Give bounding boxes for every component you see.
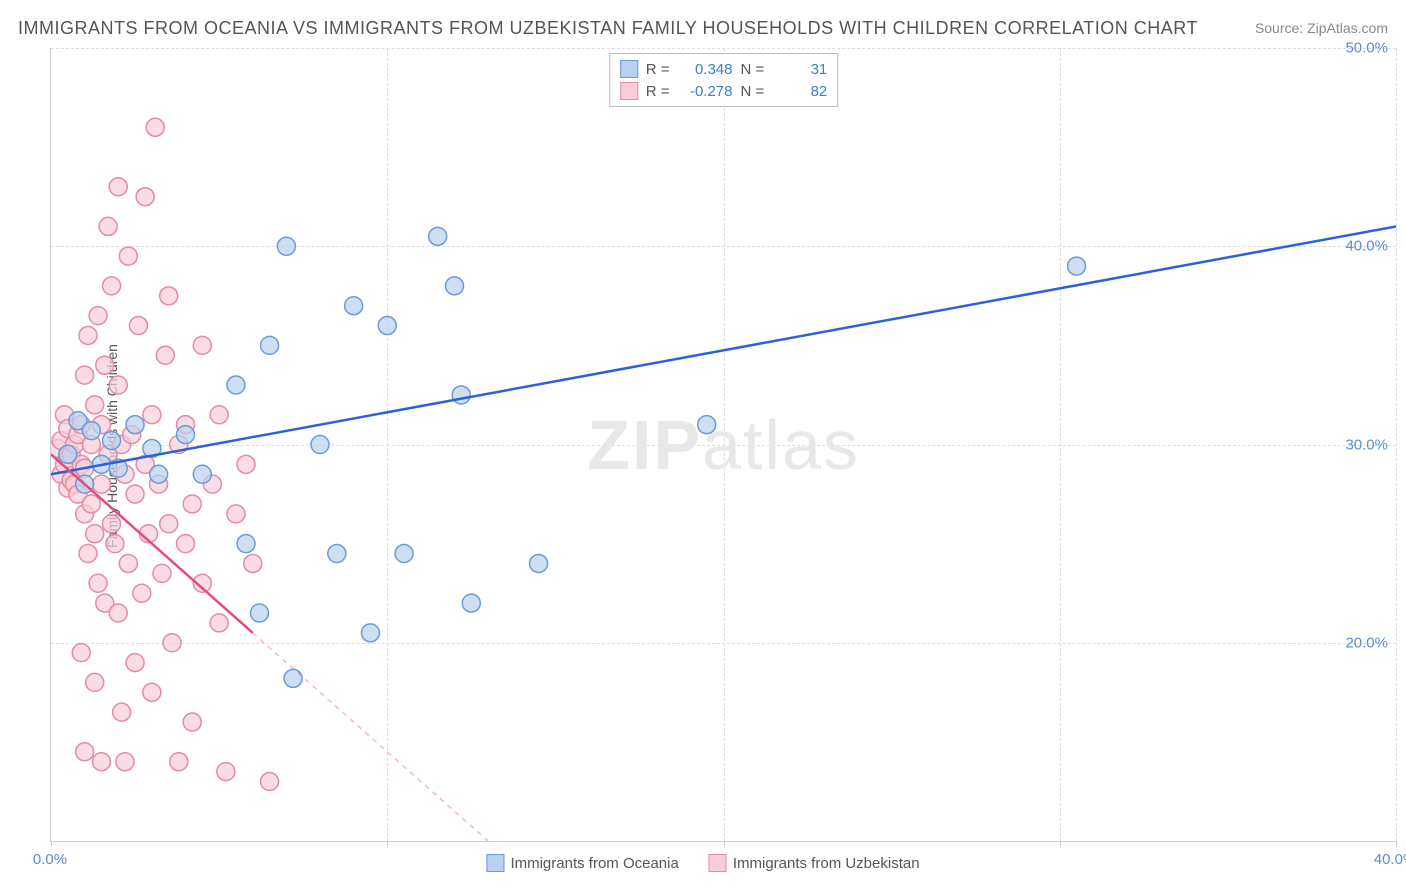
scatter-plot-svg bbox=[51, 48, 1396, 841]
legend-item-uzbekistan: Immigrants from Uzbekistan bbox=[709, 854, 920, 872]
legend-item-oceania: Immigrants from Oceania bbox=[486, 854, 678, 872]
stats-row-uzbekistan: R = -0.278 N = 82 bbox=[620, 80, 828, 102]
stat-r-value-oceania: 0.348 bbox=[678, 61, 733, 78]
x-tick-label: 40.0% bbox=[1374, 851, 1406, 868]
chart-container: IMMIGRANTS FROM OCEANIA VS IMMIGRANTS FR… bbox=[0, 0, 1406, 892]
swatch-oceania-icon bbox=[486, 854, 504, 872]
swatch-uzbekistan-icon bbox=[709, 854, 727, 872]
legend-label-uzbekistan: Immigrants from Uzbekistan bbox=[733, 855, 920, 872]
chart-title: IMMIGRANTS FROM OCEANIA VS IMMIGRANTS FR… bbox=[18, 18, 1198, 39]
stats-row-oceania: R = 0.348 N = 31 bbox=[620, 58, 828, 80]
plot-area: ZIPatlas R = 0.348 N = 31 R = -0.278 N =… bbox=[50, 48, 1396, 842]
stats-legend-box: R = 0.348 N = 31 R = -0.278 N = 82 bbox=[609, 53, 839, 107]
stat-r-label: R = bbox=[646, 61, 670, 78]
source-value: ZipAtlas.com bbox=[1307, 20, 1388, 36]
stat-n-label: N = bbox=[741, 61, 765, 78]
swatch-uzbekistan-icon bbox=[620, 82, 638, 100]
legend-label-oceania: Immigrants from Oceania bbox=[510, 855, 678, 872]
source-attribution: Source: ZipAtlas.com bbox=[1255, 20, 1388, 36]
stat-r-label: R = bbox=[646, 83, 670, 100]
bottom-legend: Immigrants from Oceania Immigrants from … bbox=[486, 854, 919, 872]
swatch-oceania-icon bbox=[620, 60, 638, 78]
source-label: Source: bbox=[1255, 20, 1307, 36]
stat-n-value-uzbekistan: 82 bbox=[772, 83, 827, 100]
stat-r-value-uzbekistan: -0.278 bbox=[678, 83, 733, 100]
stat-n-label: N = bbox=[741, 83, 765, 100]
x-tick-label: 0.0% bbox=[33, 851, 67, 868]
stat-n-value-oceania: 31 bbox=[772, 61, 827, 78]
